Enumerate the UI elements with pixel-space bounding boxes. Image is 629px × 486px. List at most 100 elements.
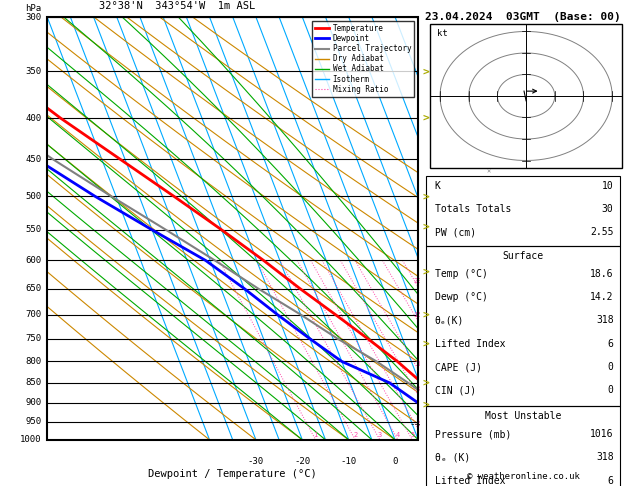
Bar bbox=[426, 406, 620, 486]
Text: >: > bbox=[428, 222, 433, 232]
Text: 32°38'N  343°54'W  1m ASL: 32°38'N 343°54'W 1m ASL bbox=[99, 0, 255, 11]
Text: 850: 850 bbox=[26, 378, 42, 387]
Text: 8: 8 bbox=[415, 386, 420, 392]
Text: 318: 318 bbox=[596, 452, 613, 463]
Text: 3: 3 bbox=[423, 310, 428, 319]
Text: 7: 7 bbox=[423, 124, 428, 133]
Text: 800: 800 bbox=[26, 357, 42, 366]
Text: 30: 30 bbox=[602, 204, 613, 214]
Text: Dewp (°C): Dewp (°C) bbox=[435, 292, 487, 302]
Text: 10: 10 bbox=[436, 457, 447, 466]
Text: Totals Totals: Totals Totals bbox=[435, 204, 511, 214]
Text: 600: 600 bbox=[26, 256, 42, 265]
Text: >: > bbox=[428, 188, 433, 198]
Text: 0: 0 bbox=[392, 457, 398, 466]
Text: >: > bbox=[422, 267, 429, 277]
Text: >: > bbox=[428, 338, 433, 348]
Text: 450: 450 bbox=[26, 155, 42, 164]
Text: PW (cm): PW (cm) bbox=[435, 227, 476, 238]
Text: 2.55: 2.55 bbox=[590, 227, 613, 238]
Bar bbox=[426, 246, 620, 406]
Text: θₑ(K): θₑ(K) bbox=[435, 315, 464, 326]
Text: >: > bbox=[422, 310, 429, 320]
Text: 1000: 1000 bbox=[20, 435, 42, 444]
Text: 2: 2 bbox=[353, 432, 357, 438]
Text: Pressure (mb): Pressure (mb) bbox=[435, 429, 511, 439]
Text: 40: 40 bbox=[576, 457, 586, 466]
Text: 318: 318 bbox=[596, 315, 613, 326]
Text: >: > bbox=[422, 400, 429, 410]
Text: >: > bbox=[422, 113, 429, 123]
Text: CAPE (J): CAPE (J) bbox=[435, 362, 482, 372]
Text: >: > bbox=[422, 66, 429, 76]
Text: 6: 6 bbox=[423, 172, 428, 181]
Text: 1016: 1016 bbox=[590, 429, 613, 439]
Text: 8: 8 bbox=[423, 73, 428, 83]
Text: Lifted Index: Lifted Index bbox=[435, 339, 505, 349]
Text: >: > bbox=[422, 378, 429, 388]
Text: >: > bbox=[422, 338, 429, 348]
Bar bbox=[426, 176, 620, 246]
Bar bbox=[430, 24, 621, 168]
Text: 0: 0 bbox=[608, 362, 613, 372]
Text: LCL: LCL bbox=[423, 419, 439, 428]
Text: 300: 300 bbox=[26, 13, 42, 21]
Text: >: > bbox=[428, 267, 433, 277]
Text: 5: 5 bbox=[410, 432, 415, 438]
Text: >: > bbox=[428, 378, 433, 388]
Text: K: K bbox=[435, 181, 440, 191]
Text: 20: 20 bbox=[482, 457, 493, 466]
Text: >: > bbox=[428, 400, 433, 410]
Text: 0: 0 bbox=[608, 385, 613, 396]
Text: 6: 6 bbox=[416, 421, 420, 427]
Text: 1: 1 bbox=[313, 432, 318, 438]
Text: 950: 950 bbox=[26, 417, 42, 426]
Text: >: > bbox=[428, 126, 433, 136]
Text: Surface: Surface bbox=[503, 251, 543, 261]
Text: 3: 3 bbox=[378, 432, 382, 438]
Text: 500: 500 bbox=[26, 192, 42, 201]
Text: θₑ (K): θₑ (K) bbox=[435, 452, 470, 463]
Text: km
ASL: km ASL bbox=[422, 0, 437, 11]
Text: 10: 10 bbox=[414, 361, 422, 367]
Text: 18.6: 18.6 bbox=[590, 269, 613, 279]
Text: 20: 20 bbox=[413, 278, 422, 284]
Text: hPa: hPa bbox=[25, 4, 41, 13]
Text: CIN (J): CIN (J) bbox=[435, 385, 476, 396]
Text: 23.04.2024  03GMT  (Base: 00): 23.04.2024 03GMT (Base: 00) bbox=[425, 12, 621, 22]
Text: 550: 550 bbox=[26, 226, 42, 234]
Text: Lifted Index: Lifted Index bbox=[435, 476, 505, 486]
Text: 650: 650 bbox=[26, 284, 42, 293]
Text: 900: 900 bbox=[26, 399, 42, 407]
Text: >: > bbox=[422, 222, 429, 232]
Text: 6: 6 bbox=[608, 339, 613, 349]
Text: 350: 350 bbox=[26, 67, 42, 76]
Text: Dewpoint / Temperature (°C): Dewpoint / Temperature (°C) bbox=[148, 469, 317, 479]
Text: 400: 400 bbox=[26, 114, 42, 122]
Text: 4: 4 bbox=[396, 432, 400, 438]
Text: >: > bbox=[428, 86, 433, 96]
Text: >: > bbox=[428, 310, 433, 320]
Text: 10: 10 bbox=[602, 181, 613, 191]
Text: Temp (°C): Temp (°C) bbox=[435, 269, 487, 279]
Text: Most Unstable: Most Unstable bbox=[485, 411, 561, 421]
Text: -30: -30 bbox=[248, 457, 264, 466]
Text: 14.2: 14.2 bbox=[590, 292, 613, 302]
Text: >: > bbox=[428, 422, 433, 433]
Text: 6: 6 bbox=[608, 476, 613, 486]
Text: kt: kt bbox=[437, 29, 447, 38]
Text: ✕: ✕ bbox=[487, 169, 491, 175]
Text: -20: -20 bbox=[294, 457, 310, 466]
Text: © weatheronline.co.uk: © weatheronline.co.uk bbox=[467, 472, 579, 481]
Text: 750: 750 bbox=[26, 334, 42, 343]
Legend: Temperature, Dewpoint, Parcel Trajectory, Dry Adiabat, Wet Adiabat, Isotherm, Mi: Temperature, Dewpoint, Parcel Trajectory… bbox=[312, 21, 415, 97]
Text: Mixing Ratio (g/kg): Mixing Ratio (g/kg) bbox=[432, 177, 442, 279]
Text: 1: 1 bbox=[423, 398, 428, 407]
Text: 2: 2 bbox=[423, 355, 428, 364]
Text: 5: 5 bbox=[423, 219, 428, 228]
Text: >: > bbox=[422, 191, 429, 201]
Text: 15: 15 bbox=[413, 312, 422, 318]
Text: 30: 30 bbox=[529, 457, 540, 466]
Text: 700: 700 bbox=[26, 310, 42, 319]
Text: 4: 4 bbox=[423, 264, 428, 274]
